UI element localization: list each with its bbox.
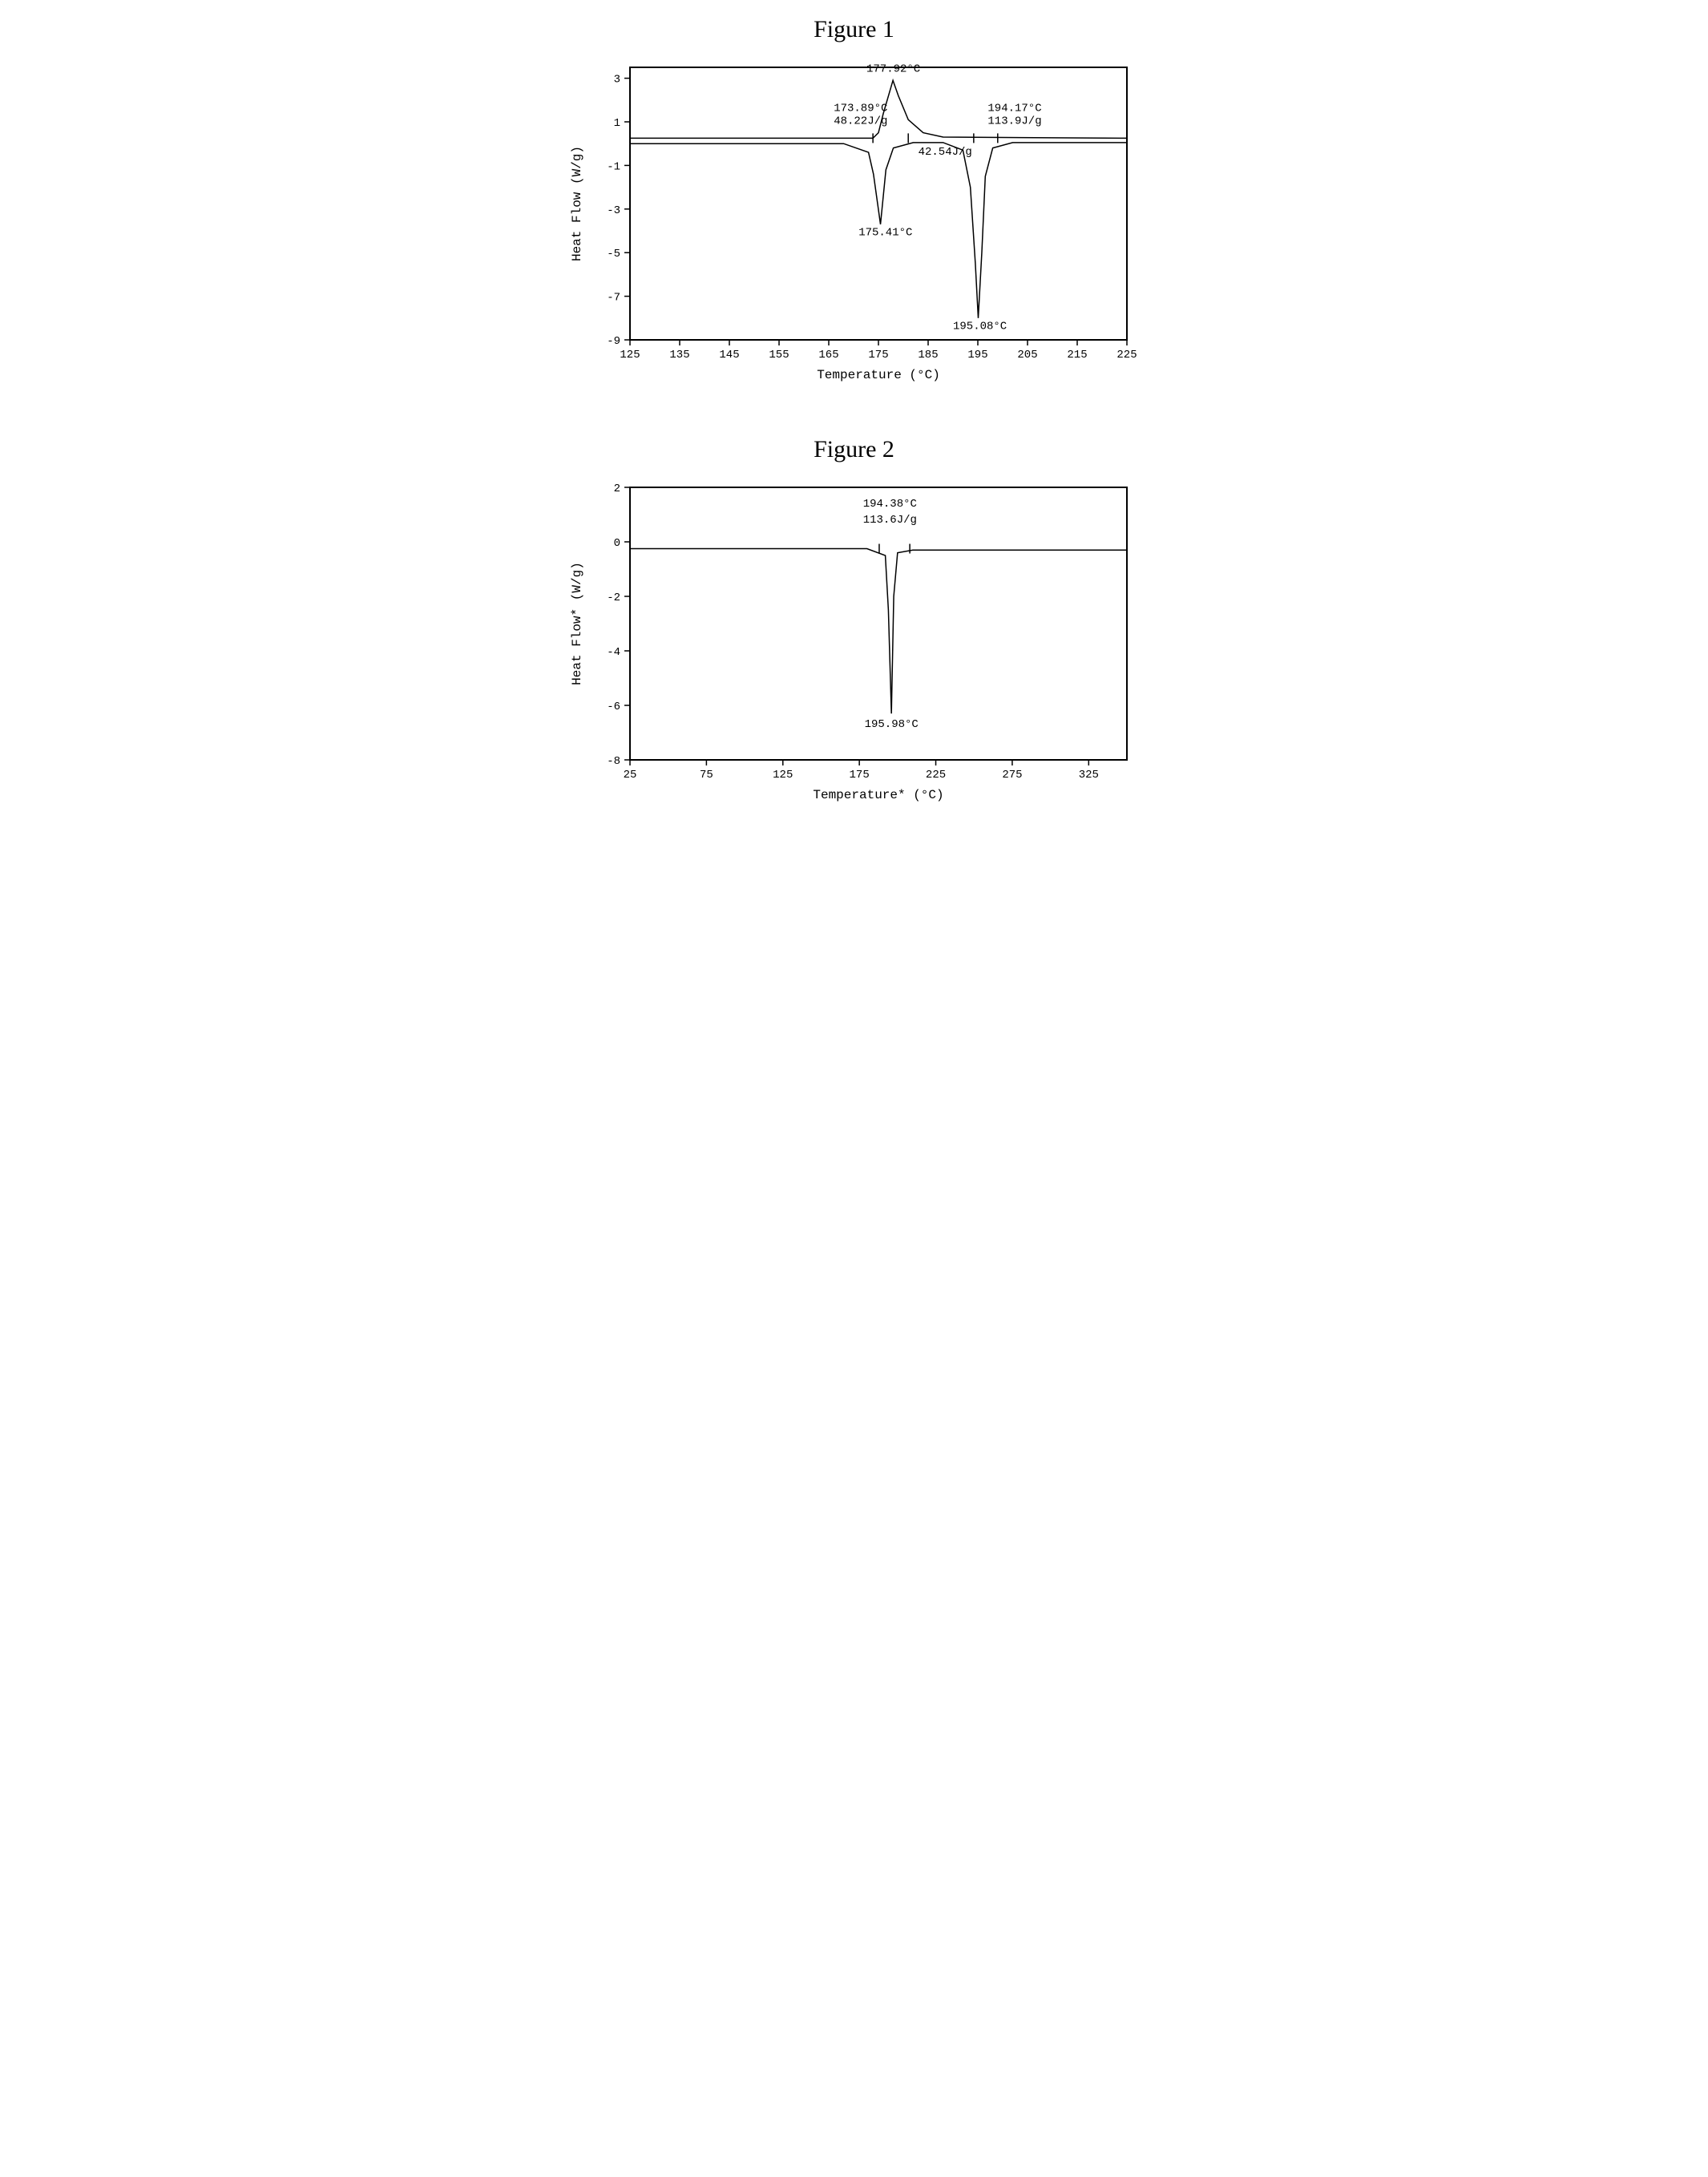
svg-text:Heat Flow* (W/g): Heat Flow* (W/g): [570, 562, 584, 685]
svg-text:215: 215: [1067, 349, 1087, 361]
svg-text:48.22J/g: 48.22J/g: [834, 115, 887, 128]
svg-text:135: 135: [669, 349, 689, 361]
svg-text:175.41°C: 175.41°C: [858, 226, 912, 239]
svg-text:177.92°C: 177.92°C: [866, 63, 919, 75]
svg-text:145: 145: [719, 349, 739, 361]
figure-2-container: Figure 2 25 75 125 175 225 275 325 -8 -6 -4 -2 0 2 Te…: [566, 436, 1143, 808]
svg-text:75: 75: [699, 769, 713, 782]
svg-text:155: 155: [769, 349, 789, 361]
svg-text:1: 1: [613, 117, 620, 130]
svg-text:165: 165: [818, 349, 838, 361]
svg-text:185: 185: [918, 349, 938, 361]
svg-text:-8: -8: [607, 755, 620, 768]
svg-text:325: 325: [1078, 769, 1098, 782]
svg-text:-4: -4: [607, 646, 620, 659]
figure-1-chart: 125 135 145 155 165 175 185 195 205 215 225 -9 -7 -5 -…: [566, 51, 1143, 388]
svg-text:0: 0: [613, 537, 620, 550]
svg-text:275: 275: [1002, 769, 1022, 782]
svg-text:3: 3: [613, 74, 620, 87]
svg-text:-3: -3: [607, 204, 620, 217]
svg-text:225: 225: [925, 769, 945, 782]
figure-2-title: Figure 2: [566, 436, 1143, 463]
svg-text:-1: -1: [607, 160, 620, 173]
svg-text:Heat Flow (W/g): Heat Flow (W/g): [570, 146, 584, 261]
svg-text:175: 175: [849, 769, 869, 782]
svg-text:175: 175: [868, 349, 888, 361]
svg-text:42.54J/g: 42.54J/g: [918, 146, 971, 159]
figure-1-title: Figure 1: [566, 16, 1143, 43]
svg-text:194.38°C: 194.38°C: [862, 498, 916, 511]
svg-text:-9: -9: [607, 335, 620, 348]
svg-text:25: 25: [623, 769, 636, 782]
svg-text:-7: -7: [607, 292, 620, 305]
svg-text:-5: -5: [607, 248, 620, 261]
svg-text:-6: -6: [607, 701, 620, 713]
figure-1-container: Figure 1 125 135 145 155 165 175 185 195 205 215 2…: [566, 16, 1143, 388]
svg-text:113.9J/g: 113.9J/g: [987, 115, 1041, 128]
svg-text:113.6J/g: 113.6J/g: [862, 514, 916, 527]
svg-text:Temperature (°C): Temperature (°C): [817, 368, 940, 382]
svg-text:194.17°C: 194.17°C: [987, 102, 1041, 115]
svg-text:173.89°C: 173.89°C: [834, 102, 887, 115]
svg-text:-2: -2: [607, 592, 620, 604]
figure-2-chart: 25 75 125 175 225 275 325 -8 -6 -4 -2 0 2 Temperature…: [566, 471, 1143, 808]
svg-text:Temperature* (°C): Temperature* (°C): [813, 788, 943, 802]
svg-text:225: 225: [1116, 349, 1137, 361]
svg-text:125: 125: [620, 349, 640, 361]
svg-text:205: 205: [1017, 349, 1037, 361]
svg-text:195.98°C: 195.98°C: [864, 718, 918, 731]
svg-text:195.08°C: 195.08°C: [953, 320, 1007, 333]
svg-text:125: 125: [773, 769, 793, 782]
svg-text:2: 2: [613, 483, 620, 495]
svg-text:195: 195: [967, 349, 987, 361]
